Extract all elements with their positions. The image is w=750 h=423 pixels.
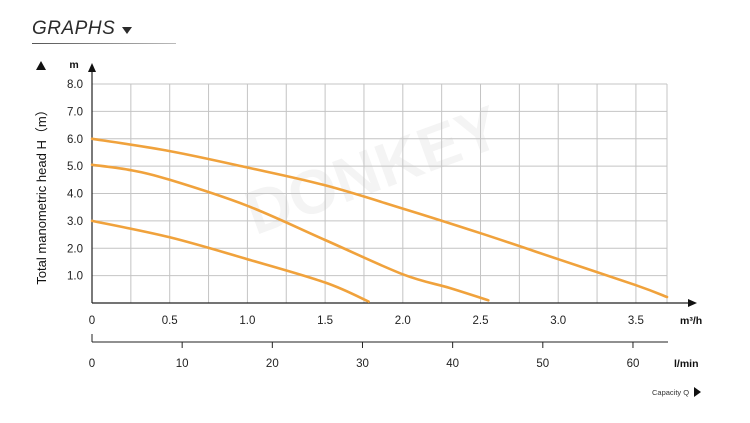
y-tick-label: 4.0 [67, 189, 83, 201]
y-tick-label: 7.0 [67, 106, 83, 118]
capacity-text: Capacity Q [652, 387, 690, 397]
y-tick-label: 1.0 [67, 271, 83, 283]
performance-curves [90, 137, 669, 303]
graphs-title: GRAPHS [32, 18, 116, 39]
performance-curve-2 [90, 163, 490, 302]
axes [36, 61, 697, 348]
y-tick-label: 3.0 [67, 216, 83, 228]
grid [92, 83, 668, 303]
x-tick-label: 3.0 [550, 315, 566, 327]
x-tick-label: 3.5 [628, 315, 644, 327]
y-axis-arrow [88, 63, 96, 72]
x-unit: m³/h [680, 315, 702, 327]
arrow-right-icon [694, 387, 702, 397]
y-tick-label: 6.0 [67, 134, 83, 146]
x2-unit: l/min [674, 358, 699, 370]
x2-tick-label: 30 [356, 358, 369, 370]
y-tick-label: 5.0 [67, 161, 83, 173]
y-tick-label: 8.0 [67, 79, 83, 91]
x2-tick-label: 0 [89, 358, 95, 370]
x-axis-arrow [688, 299, 697, 307]
x-tick-label: 2.5 [473, 315, 489, 327]
graphs-header: GRAPHS [32, 18, 133, 40]
y-axis-label: Total manometric head H（m） [34, 103, 49, 284]
x2-tick-label: 50 [536, 358, 549, 370]
y-tick-label: 2.0 [67, 243, 83, 255]
x2-tick-label: 60 [627, 358, 640, 370]
y-unit: m [69, 59, 78, 71]
x2-tick-label: 20 [266, 358, 279, 370]
watermark: DONKEY [237, 93, 510, 249]
performance-curve-3 [90, 219, 370, 303]
arrow-up-icon [36, 61, 46, 70]
x-tick-label: 0 [89, 315, 95, 327]
x-tick-label: 0.5 [162, 315, 178, 327]
header-divider [32, 43, 176, 44]
x-tick-label: 2.0 [395, 315, 411, 327]
caret-down-icon [122, 26, 133, 34]
capacity-label: Capacity Q [652, 387, 702, 397]
x2-tick-label: 10 [176, 358, 189, 370]
x-tick-label: 1.5 [317, 315, 333, 327]
x2-tick-label: 40 [446, 358, 459, 370]
x-tick-label: 1.0 [239, 315, 255, 327]
axis-labels: 1.0 2.0 3.0 4.0 5.0 6.0 7.0 8.0 0 0.5 1.0 1.5 2.0 2.5… [34, 59, 702, 370]
performance-curve-1 [90, 137, 669, 299]
